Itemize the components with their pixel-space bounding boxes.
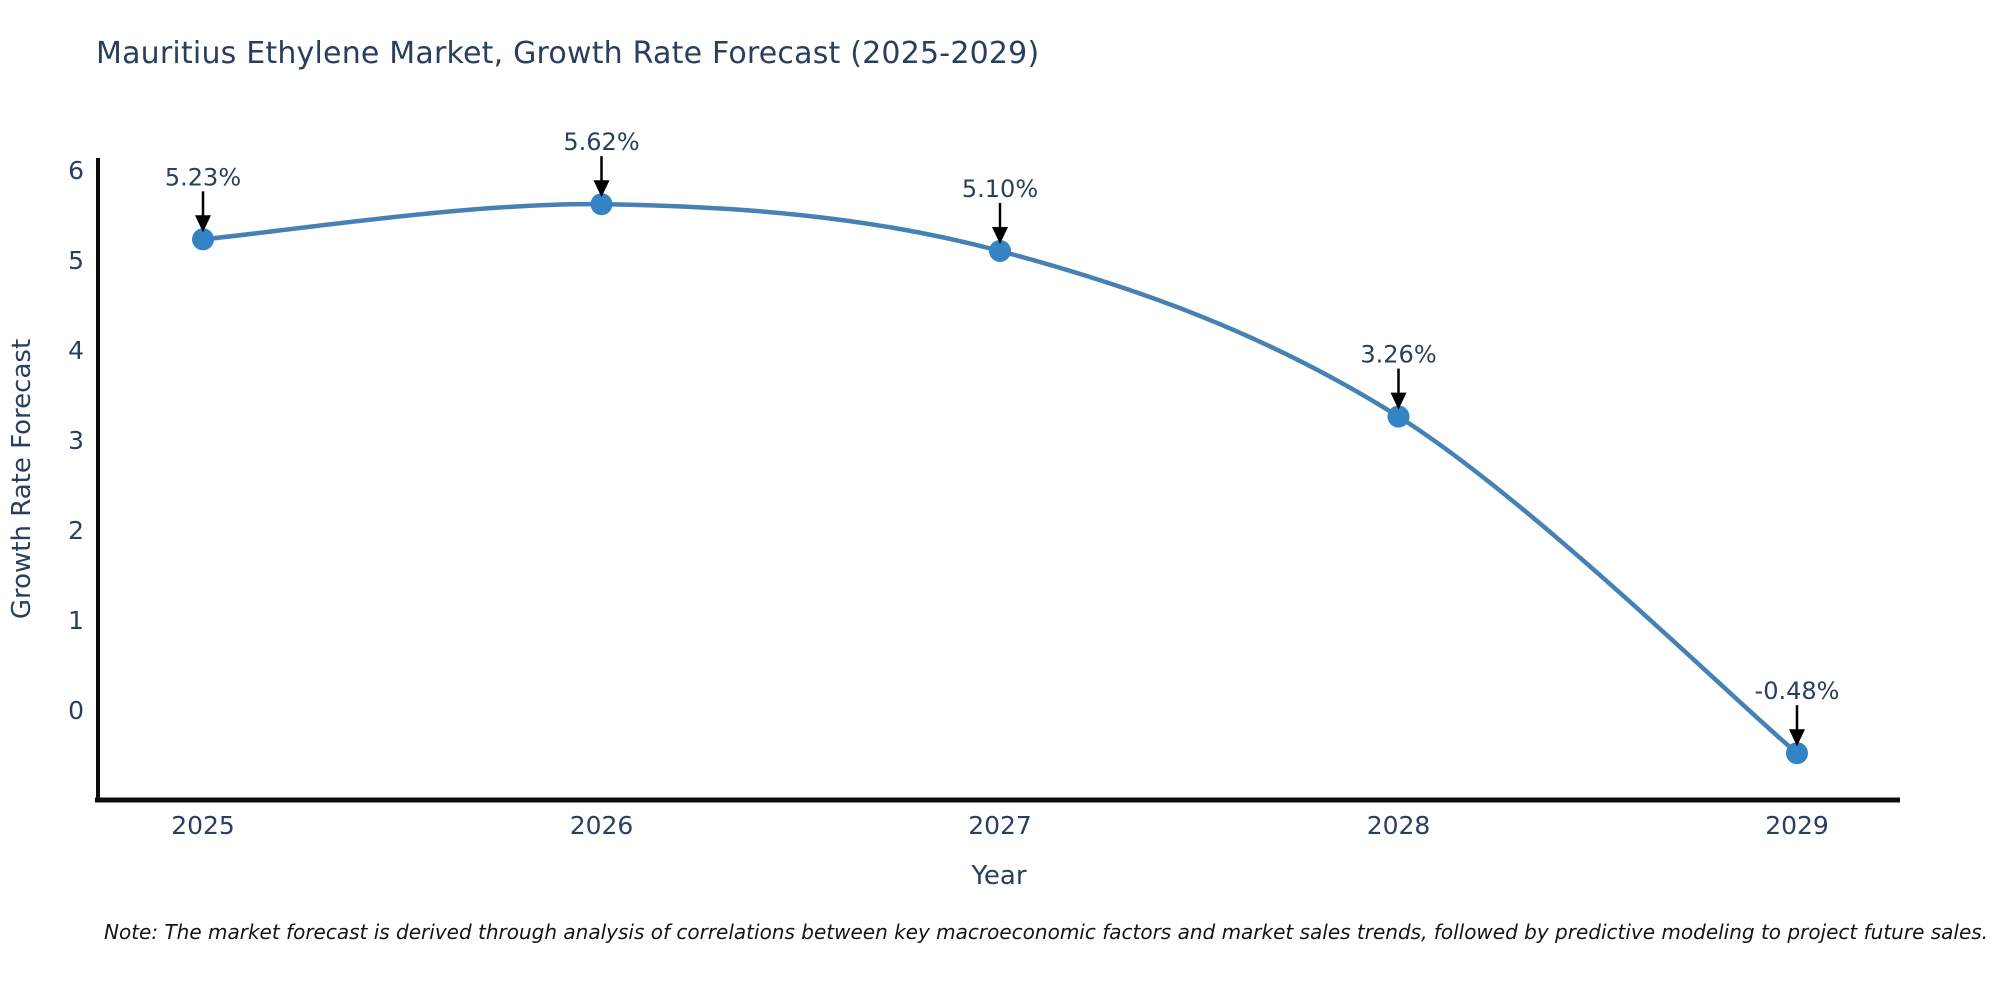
data-point-label: 5.62% bbox=[563, 128, 639, 156]
annotation-arrowhead-icon bbox=[1789, 729, 1805, 747]
y-tick-label: 0 bbox=[68, 696, 84, 725]
x-tick-label: 2028 bbox=[1367, 811, 1431, 840]
x-tick-label: 2027 bbox=[968, 811, 1032, 840]
x-tick-label: 2025 bbox=[171, 811, 235, 840]
y-tick-label: 2 bbox=[68, 516, 84, 545]
chart-footnote: Note: The market forecast is derived thr… bbox=[104, 920, 1989, 944]
x-axis-title: Year bbox=[970, 861, 1026, 891]
y-axis-title: Growth Rate Forecast bbox=[7, 339, 37, 619]
annotation-arrowhead-icon bbox=[992, 227, 1008, 244]
x-tick-label: 2026 bbox=[570, 811, 634, 840]
data-point-marker bbox=[989, 240, 1011, 262]
data-point-label: -0.48% bbox=[1755, 677, 1840, 705]
series-line bbox=[200, 201, 1800, 756]
data-point-marker bbox=[1786, 742, 1808, 765]
y-tick-label: 3 bbox=[68, 426, 84, 455]
y-tick-label: 5 bbox=[68, 246, 84, 275]
data-point-label: 3.26% bbox=[1360, 341, 1436, 369]
y-tick-label: 6 bbox=[68, 156, 84, 185]
data-point-marker bbox=[590, 193, 613, 216]
x-tick-label: 2029 bbox=[1765, 811, 1829, 840]
data-point-label: 5.10% bbox=[962, 175, 1038, 203]
data-point-marker bbox=[1387, 405, 1410, 428]
y-tick-label: 4 bbox=[68, 336, 84, 365]
annotation-arrowhead-icon bbox=[1390, 392, 1407, 410]
annotation-arrowhead-icon bbox=[195, 215, 211, 233]
y-tick-label: 1 bbox=[68, 606, 84, 635]
chart-title: Mauritius Ethylene Market, Growth Rate F… bbox=[96, 36, 1040, 71]
data-point-marker bbox=[192, 228, 214, 251]
annotation-arrowhead-icon bbox=[593, 180, 610, 198]
data-point-label: 5.23% bbox=[165, 163, 241, 191]
